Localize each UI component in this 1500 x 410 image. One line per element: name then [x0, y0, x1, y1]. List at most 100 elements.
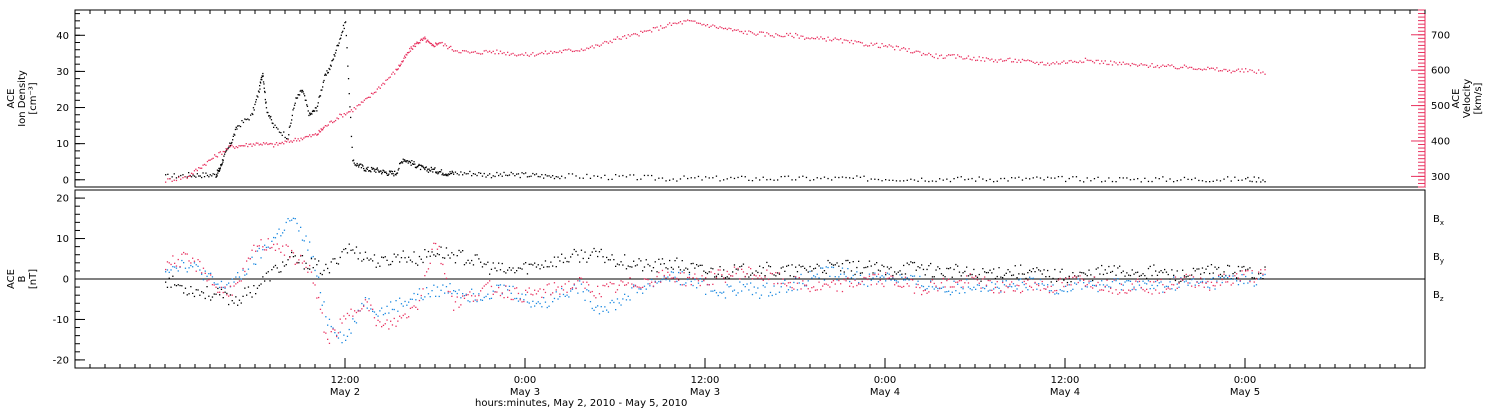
magnetic-series-Bx-point: [334, 258, 336, 260]
magnetic-series-Bx-point: [960, 275, 962, 277]
plasma-series-1-point: [931, 55, 934, 58]
magnetic-series-Bx-point: [1102, 273, 1105, 276]
plasma-series-0-point: [260, 82, 262, 84]
magnetic-series-Bx-point: [789, 275, 791, 277]
plasma-series-0-point: [593, 175, 595, 177]
plasma-series-1-point: [588, 47, 590, 50]
plasma-series-1-point: [370, 92, 373, 94]
magnetic-series-Bz-point: [298, 259, 300, 261]
magnetic-series-By-point: [994, 283, 997, 285]
magnetic-series-Bz-point: [1023, 280, 1025, 283]
plasma-series-0-point: [658, 177, 660, 179]
plasma-series-1-point: [633, 33, 635, 35]
plasma-series-0-point: [303, 93, 305, 95]
plasma-series-1-point: [1146, 64, 1148, 66]
magnetic-series-By-point: [607, 311, 610, 313]
plasma-series-1-point: [260, 143, 262, 145]
magnetic-series-By-point: [213, 282, 215, 284]
magnetic-series-Bz-point: [991, 289, 993, 291]
magnetic-series-By-point: [364, 297, 367, 299]
plasma-series-1-point: [1162, 64, 1164, 66]
plasma-series-1-point: [714, 25, 716, 27]
magnetic-series-By-point: [969, 288, 971, 290]
magnetic-series-Bx-point: [1216, 268, 1218, 270]
magnetic-series-Bz-point: [368, 310, 370, 312]
plasma-series-1-point: [424, 36, 426, 38]
magnetic-series-Bx-point: [276, 267, 278, 269]
plasma-series-1-point: [460, 52, 462, 54]
magnetic-series-Bz-point: [179, 266, 181, 268]
magnetic-series-Bx-point: [253, 285, 255, 287]
plasma-series-1-point: [346, 112, 348, 114]
plasma-series-1-point: [1054, 63, 1056, 65]
magnetic-series-Bz-point: [937, 290, 939, 292]
magnetic-series-By-point: [267, 246, 269, 248]
plasma-series-0-point: [1075, 176, 1078, 178]
plasma-series-0-point: [448, 173, 450, 176]
magnetic-series-Bx-point: [271, 269, 273, 271]
plasma-series-1-point: [831, 40, 833, 42]
magnetic-series-Bx-point: [222, 297, 224, 299]
plasma-series-0-point: [259, 88, 261, 90]
plasma-series-1-point: [388, 77, 390, 79]
magnetic-series-Bx-point: [800, 266, 802, 268]
magnetic-series-Bx-point: [456, 255, 458, 257]
magnetic-series-Bz-point: [345, 318, 347, 320]
magnetic-series-Bx-point: [687, 268, 689, 270]
magnetic-series-Bx-point: [1077, 275, 1079, 277]
plasma-series-1-point: [1153, 66, 1155, 68]
plasma-series-1-point: [627, 34, 629, 36]
magnetic-series-By-point: [1000, 291, 1002, 293]
plasma-series-0-point: [354, 164, 356, 166]
plasma-series-0-point: [1245, 178, 1247, 180]
magnetic-series-Bz-point: [1086, 284, 1088, 286]
magnetic-series-Bx-point: [894, 271, 896, 273]
magnetic-series-By-point: [1018, 279, 1020, 281]
plasma-series-0-point: [368, 170, 370, 172]
magnetic-series-By-point: [579, 280, 581, 282]
plasma-series-0-point: [487, 174, 489, 176]
magnetic-series-Bx-point: [1192, 267, 1195, 270]
plasma-series-1-point: [681, 23, 683, 25]
magnetic-series-Bz-point: [586, 281, 588, 283]
plasma-series-1-point: [568, 48, 570, 50]
magnetic-series-Bz-point: [399, 315, 401, 317]
magnetic-series-Bz-point: [582, 281, 584, 283]
plasma-series-1-point: [1140, 63, 1142, 65]
magnetic-series-By-point: [879, 276, 881, 278]
magnetic-series-Bz-point: [1137, 278, 1139, 280]
magnetic-series-By-point: [201, 273, 203, 275]
plasma-series-1-point: [356, 105, 358, 107]
magnetic-series-By-point: [508, 285, 511, 287]
plasma-series-1-point: [886, 46, 889, 48]
plasma-series-0-point: [647, 174, 649, 177]
plasma-series-1-point: [602, 42, 604, 44]
plasma-series-1-point: [804, 38, 806, 40]
magnetic-series-Bz-point: [598, 293, 601, 295]
magnetic-series-Bz-point: [1196, 281, 1198, 283]
plasma-series-1-point: [401, 61, 404, 63]
plasma-series-0-point: [297, 94, 299, 96]
plasma-series-1-point: [322, 129, 324, 131]
plasma-series-1-point: [369, 96, 371, 98]
plasma-series-0-point: [971, 177, 973, 180]
magnetic-series-Bz-point: [238, 280, 241, 282]
legend-bx-sub: x: [1440, 219, 1444, 227]
magnetic-series-By-point: [370, 308, 372, 310]
magnetic-series-Bz-point: [291, 249, 293, 252]
plasma-series-1-point: [324, 125, 327, 127]
magnetic-series-By-point: [1234, 278, 1236, 280]
magnetic-series-Bx-point: [701, 264, 703, 266]
magnetic-series-Bx-point: [886, 266, 889, 268]
magnetic-series-Bz-point: [687, 276, 689, 279]
magnetic-series-Bx-point: [825, 272, 827, 274]
plasma-series-0-point: [419, 168, 422, 171]
magnetic-series-Bx-point: [483, 263, 485, 265]
plasma-series-1-point: [847, 40, 849, 42]
plasma-series-1-point: [613, 38, 615, 40]
magnetic-series-Bx-point: [937, 266, 939, 268]
plasma-series-1-point: [1174, 67, 1177, 69]
plasma-series-1-point: [394, 73, 396, 75]
plasma-series-0-point: [430, 166, 432, 169]
